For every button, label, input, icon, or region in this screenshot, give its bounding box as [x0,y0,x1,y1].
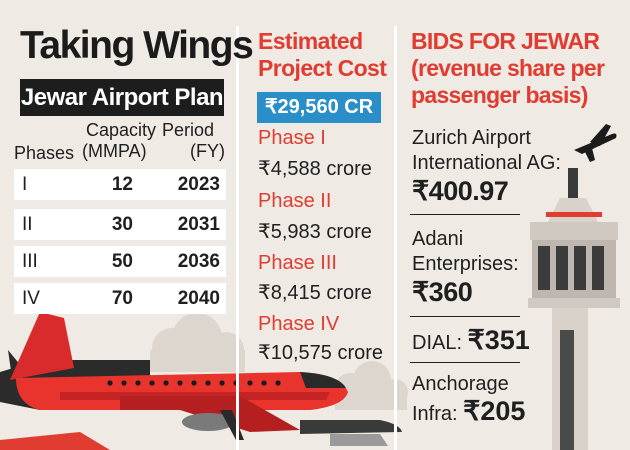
bid-amount: ₹360 [412,277,473,307]
table-row: II 30 2031 [14,209,226,240]
period-cell: 2040 [177,288,220,309]
bidder-name: Adani Enterprises: [412,227,519,277]
cost-heading-line1: Estimated [258,28,363,54]
airplane-illustration-grey [300,420,402,446]
phase-cost: ₹8,415 crore [258,282,372,304]
bid-separator [410,362,520,363]
bid-amount: ₹205 [463,396,526,426]
bids-heading-line3: passenger basis) [411,82,588,108]
capacity-cell: 30 [111,214,133,235]
cost-heading: Estimated Project Cost [258,28,392,82]
bidder-name: DIAL: [412,332,463,354]
period-cell: 2023 [177,174,220,195]
phase-label: Phase III [258,252,337,274]
bids-heading-line2: (revenue share per [411,55,605,81]
phase-cell: IV [22,288,40,309]
plan-banner: Jewar Airport Plan [20,79,224,116]
column-divider-left [236,26,239,450]
table-row: III 50 2036 [14,246,226,277]
phase-label: Phase I [258,127,326,149]
phase-label: Phase II [258,190,332,212]
capacity-cell: 50 [111,251,133,272]
bid-inline: Infra: ₹205 [412,396,525,429]
phase-cell: II [22,214,33,235]
bids-heading: BIDS FOR JEWAR (revenue share per passen… [411,28,621,109]
capacity-cell: 12 [111,174,133,195]
small-plane-icon [574,124,617,162]
bidder-name-line1: Zurich Airport [412,127,531,149]
airplane-illustration [0,312,348,450]
phase-label: Phase IV [258,313,340,335]
capacity-unit-header: (MMPA) [82,141,147,161]
bid-separator [410,214,520,215]
bid-amount: ₹351 [467,325,530,355]
period-unit-header: (FY) [190,141,225,161]
bid-amount: ₹400.97 [412,176,509,206]
phases-header: Phases [14,143,75,163]
period-cell: 2031 [177,214,220,235]
cost-heading-line2: Project Cost [258,55,387,81]
capacity-header: Capacity [86,120,157,140]
bidder-name-line1: Adani [412,228,464,250]
page-title: Taking Wings [20,24,254,67]
bidder-name-line2: International AG: [412,152,561,174]
table-row: I 12 2023 [14,169,226,200]
bidder-name: Anchorage [412,373,509,395]
phase-cost: ₹4,588 crore [258,158,372,180]
phase-cost: ₹5,983 crore [258,221,372,243]
column-divider-right [394,26,397,450]
bidder-name: Infra: [412,403,458,425]
bids-heading-line1: BIDS FOR JEWAR [411,28,600,54]
bidder-name: Zurich Airport International AG: [412,126,561,176]
control-tower-illustration [528,168,620,450]
phase-cost: ₹10,575 crore [258,342,384,364]
bid-inline: DIAL: ₹351 [412,325,530,358]
phase-cell: III [22,251,38,272]
bid-separator [410,316,520,317]
period-header: Period [162,120,215,140]
capacity-cell: 70 [111,288,133,309]
period-cell: 2036 [177,251,220,272]
phase-cell: I [22,174,28,195]
table-row: IV 70 2040 [14,283,226,314]
total-cost-badge: ₹29,560 CR [257,92,381,123]
bidder-name-line2: Enterprises: [412,253,519,275]
